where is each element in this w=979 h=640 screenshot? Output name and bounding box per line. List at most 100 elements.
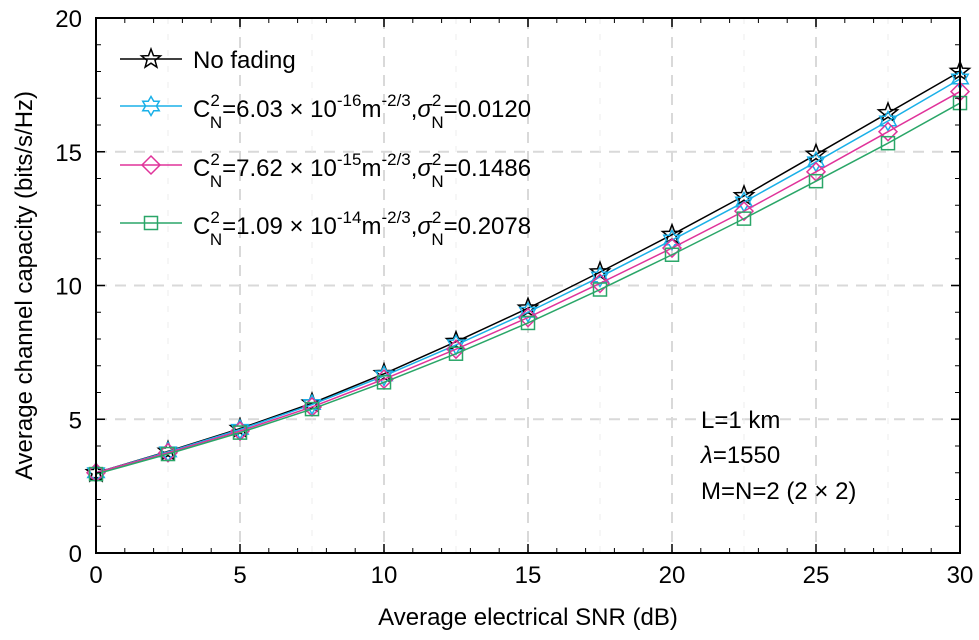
x-axis-label: Average electrical SNR (dB): [378, 604, 678, 631]
marker-star: [139, 46, 163, 69]
legend-c-subscript: N: [210, 230, 222, 249]
lambda-symbol: λ: [699, 442, 713, 469]
marker-hexagram: [518, 301, 538, 324]
y-tick-label: 10: [55, 274, 82, 301]
marker-hexagram: [374, 364, 394, 387]
legend-marker-diamond: [140, 154, 162, 176]
legend-sigma-value: =0.0120: [444, 96, 531, 123]
legend-label-no-fading: No fading: [193, 47, 296, 74]
series-line: [95, 90, 961, 474]
series-3: [88, 95, 968, 482]
legend-c-superscript: 2: [210, 208, 219, 227]
x-tick-label: 15: [515, 562, 542, 589]
legend-c-subscript: N: [210, 172, 222, 191]
legend-sigma-symbol: σ: [417, 213, 433, 240]
marker-square: [304, 401, 320, 417]
marker-square: [143, 215, 159, 231]
legend-unit-m: m: [361, 213, 381, 240]
legend-c-symbol: C: [193, 96, 210, 123]
y-tick-label: 5: [69, 407, 82, 434]
marker-square: [448, 346, 464, 361]
marker-square: [592, 282, 608, 297]
marker-hexagram: [662, 229, 682, 252]
legend-label-cn2-7.62e-15: C2 N=7.62 × 10-15m-2/3,σ2 N=0.1486: [193, 150, 531, 191]
legend-sigma-superscript: 2: [432, 150, 441, 169]
marker-square: [736, 211, 752, 226]
legend-unit-m: m: [361, 96, 381, 123]
marker-hexagram: [878, 109, 898, 132]
legend-entry-no-fading: No fading: [120, 46, 296, 74]
legend-sigma-superscript: 2: [432, 91, 441, 110]
marker-star: [876, 100, 900, 123]
legend-value-text: =1.09 × 10: [222, 213, 337, 240]
y-tick-label: 15: [55, 140, 82, 167]
y-tick-label: 0: [69, 541, 82, 568]
legend-entry-cn2-7.62e-15: C2 N=7.62 × 10-15m-2/3,σ2 N=0.1486: [120, 150, 531, 191]
legend-sigma-subscript: N: [431, 113, 443, 132]
marker-diamond: [517, 307, 539, 328]
legend-sigma-value: =0.1486: [444, 155, 531, 182]
legend-c-symbol: C: [193, 213, 210, 240]
annotation-wavelength: λ=1550: [699, 442, 780, 469]
marker-diamond: [589, 273, 611, 294]
marker-square: [880, 135, 896, 151]
legend-label-cn2-1.09e-14: C2 N=1.09 × 10-14m-2/3,σ2 N=0.2078: [193, 208, 531, 249]
y-tick-label: 20: [55, 6, 82, 33]
legend-sigma-superscript: 2: [432, 208, 441, 227]
legend-sigma-subscript: N: [431, 172, 443, 191]
legend-marker-square: [143, 215, 159, 231]
legend-value-text: =6.03 × 10: [222, 96, 337, 123]
legend-entry-cn2-1.09e-14: C2 N=1.09 × 10-14m-2/3,σ2 N=0.2078: [120, 208, 531, 249]
series-line: [95, 102, 961, 475]
legend-label-cn2-6.03e-16: C2 N=6.03 × 10-16m-2/3,σ2 N=0.0120: [193, 91, 531, 132]
legend-comma: ,: [411, 213, 418, 240]
marker-diamond: [733, 201, 755, 222]
annotation-mimo: M=N=2 (2 × 2): [701, 478, 856, 505]
marker-hexagram: [302, 393, 322, 416]
marker-square: [664, 247, 680, 262]
marker-diamond: [877, 121, 899, 142]
marker-diamond: [661, 237, 683, 259]
lambda-value: =1550: [713, 442, 780, 469]
y-axis-label: Average channel capacity (bits/s/Hz): [11, 91, 38, 480]
marker-hexagram: [141, 95, 161, 117]
marker-square: [160, 446, 176, 462]
legend-unit-exponent: -2/3: [381, 150, 410, 169]
x-tick-label: 30: [947, 562, 974, 589]
x-tick-label: 25: [803, 562, 830, 589]
x-tick-label: 10: [371, 562, 398, 589]
legend-sigma-symbol: σ: [417, 96, 433, 123]
annotation-distance: L=1 km: [701, 407, 780, 434]
legend-unit-exponent: -2/3: [381, 91, 410, 110]
legend-comma: ,: [411, 155, 418, 182]
legend-value-text: =7.62 × 10: [222, 155, 337, 182]
legend-exponent: -14: [337, 208, 362, 227]
legend-unit-m: m: [361, 155, 381, 182]
legend-exponent: -15: [337, 150, 362, 169]
legend-marker-hexagram: [141, 95, 161, 117]
marker-hexagram: [590, 265, 610, 288]
legend: No fading C2 N=6.03 × 10-16m-2/3,σ2 N=0.01…: [120, 46, 531, 249]
x-tick-label: 0: [89, 562, 102, 589]
marker-diamond: [445, 339, 467, 360]
marker-diamond: [140, 154, 162, 176]
axis-ticks: 0 5 10 15 20 25 30 0 5 10 15 20: [55, 6, 973, 589]
legend-marker-star: [139, 46, 163, 69]
legend-entry-cn2-6.03e-16: C2 N=6.03 × 10-16m-2/3,σ2 N=0.0120: [120, 91, 531, 132]
legend-sigma-value: =0.2078: [444, 213, 531, 240]
marker-star: [804, 142, 828, 165]
marker-star: [444, 329, 468, 352]
legend-c-symbol: C: [193, 155, 210, 182]
x-tick-label: 5: [233, 562, 246, 589]
legend-c-subscript: N: [210, 113, 222, 132]
legend-unit-exponent: -2/3: [381, 208, 410, 227]
legend-exponent: -16: [337, 91, 362, 110]
marker-square: [232, 425, 248, 440]
legend-c-superscript: 2: [210, 150, 219, 169]
marker-star: [732, 183, 756, 206]
legend-c-superscript: 2: [210, 91, 219, 110]
legend-sigma-symbol: σ: [417, 155, 433, 182]
x-tick-label: 20: [659, 562, 686, 589]
legend-sigma-subscript: N: [431, 230, 443, 249]
